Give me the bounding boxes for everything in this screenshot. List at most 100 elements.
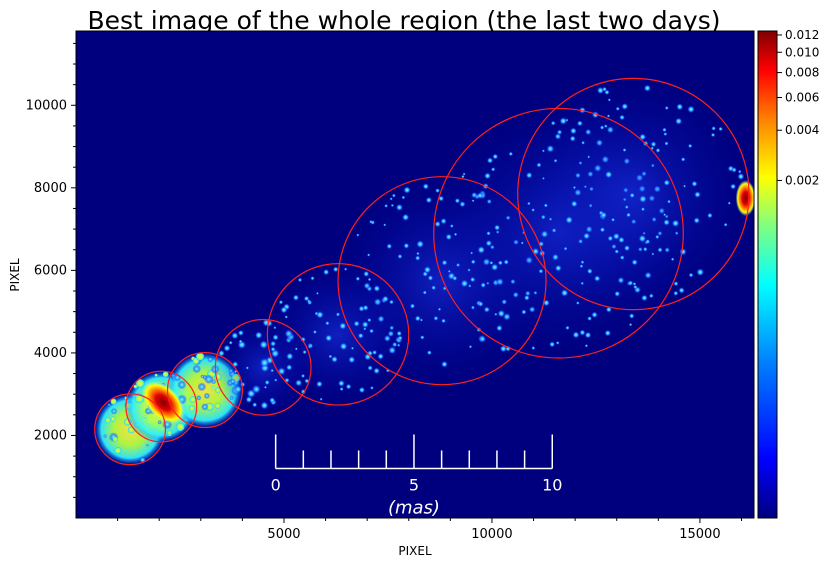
emission-blob — [423, 265, 432, 274]
emission-blob — [377, 352, 385, 360]
emission-blob — [319, 397, 323, 401]
emission-blob — [628, 322, 633, 327]
emission-blob — [480, 282, 487, 288]
emission-blob — [195, 352, 205, 362]
emission-blob — [114, 446, 122, 455]
emission-blob — [260, 401, 269, 410]
emission-blob — [525, 171, 533, 179]
emission-blob — [629, 192, 635, 199]
emission-blob — [229, 378, 236, 385]
emission-blob — [679, 248, 687, 256]
emission-blob — [401, 213, 410, 222]
emission-blob — [603, 124, 608, 129]
emission-blob — [671, 219, 680, 228]
emission-blob — [628, 313, 635, 319]
emission-blob — [490, 263, 499, 272]
emission-blob — [543, 203, 549, 208]
emission-blob — [664, 141, 669, 146]
emission-blob — [670, 257, 675, 262]
emission-blob — [223, 344, 231, 352]
emission-blob — [662, 127, 667, 133]
emission-blob — [373, 367, 381, 375]
emission-blob — [718, 126, 724, 132]
emission-blob — [345, 383, 352, 390]
emission-blob — [696, 268, 705, 277]
emission-blob — [369, 219, 373, 224]
region-circle — [166, 352, 243, 429]
emission-blob — [401, 195, 406, 200]
emission-blob — [238, 339, 243, 344]
emission-blob — [587, 316, 593, 321]
emission-blob — [297, 277, 303, 283]
emission-blob — [599, 211, 608, 219]
region-circles — [94, 77, 750, 466]
y-tick-label: 4000 — [34, 346, 67, 361]
emission-blob — [555, 340, 560, 345]
emission-blob — [201, 403, 209, 411]
emission-blob — [177, 380, 187, 390]
emission-blob — [231, 361, 239, 368]
emission-blob — [523, 294, 530, 301]
x-tick-label: 5000 — [267, 527, 300, 542]
emission-blob — [663, 179, 671, 187]
emission-blob — [619, 255, 625, 261]
emission-blob — [565, 325, 570, 331]
emission-blob — [531, 345, 536, 351]
x-axis: 5000 10000 15000 — [117, 518, 743, 542]
emission-blob — [272, 334, 279, 341]
emission-blob — [569, 127, 577, 135]
emission-blob — [737, 169, 742, 174]
emission-blob — [663, 218, 671, 226]
chart-title: Best image of the whole region (the last… — [87, 6, 720, 35]
emission-blob — [723, 222, 728, 227]
emission-blob — [687, 105, 695, 114]
emission-blob — [142, 417, 146, 422]
region-circle — [94, 393, 167, 466]
region-circle — [433, 107, 684, 359]
emission-blob — [339, 342, 348, 351]
emission-blob — [306, 299, 311, 303]
emission-blob — [211, 385, 215, 390]
emission-blob — [228, 340, 233, 345]
emission-blob — [335, 312, 341, 317]
emission-blob — [292, 294, 300, 301]
emission-blob — [369, 328, 374, 334]
emission-blob — [687, 143, 693, 149]
emission-blob — [497, 260, 504, 266]
scale-bar: 0 5 10 (mas) — [271, 434, 562, 518]
colorbar-tick-label: 0.010 — [785, 45, 819, 59]
emission-blob — [278, 299, 284, 305]
emission-blob — [612, 232, 621, 241]
emission-blob — [607, 235, 614, 242]
emission-blob — [508, 151, 514, 157]
emission-blob — [107, 403, 111, 407]
emission-blob — [110, 398, 117, 405]
emission-blob — [197, 382, 207, 392]
emission-blob — [554, 264, 562, 272]
emission-blob — [486, 231, 491, 236]
emission-blob — [367, 365, 373, 371]
emission-blob — [584, 331, 592, 339]
emission-blob — [520, 241, 524, 245]
emission-blob — [110, 416, 116, 422]
emission-blob — [259, 357, 270, 368]
emission-blob — [403, 186, 411, 194]
emission-blob — [673, 290, 679, 296]
emission-blob — [587, 155, 591, 159]
emission-blob — [358, 305, 365, 312]
emission-blob — [214, 387, 221, 394]
emission-blob — [607, 98, 612, 102]
emission-blob — [536, 162, 542, 168]
emission-blob — [614, 290, 621, 297]
emission-blob — [425, 196, 433, 204]
emission-blob — [631, 259, 638, 266]
emission-blob — [416, 251, 420, 256]
emission-blob — [468, 344, 473, 349]
emission-blob — [328, 354, 333, 359]
emission-blob — [673, 280, 679, 287]
emission-blob — [386, 243, 393, 250]
emission-blob — [192, 364, 201, 374]
emission-blob — [565, 215, 574, 224]
emission-blob — [316, 310, 324, 319]
emission-blob — [624, 205, 629, 210]
